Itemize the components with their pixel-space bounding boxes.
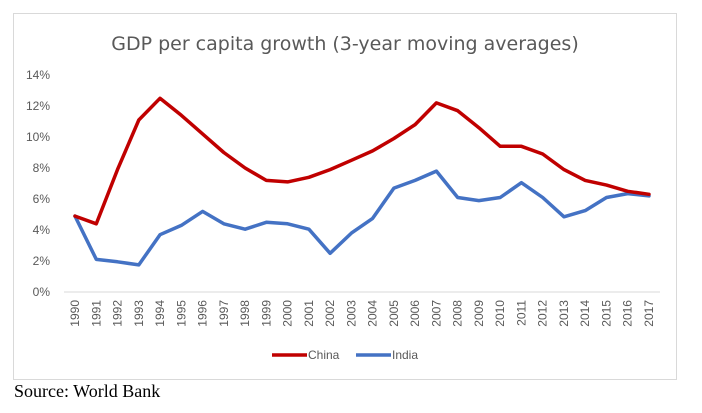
x-tick-label: 2003 [344, 300, 358, 327]
x-tick-label: 1991 [89, 300, 103, 327]
x-tick-label: 2001 [302, 300, 316, 327]
x-tick-label: 2009 [472, 300, 486, 327]
x-tick-label: 2004 [366, 300, 380, 327]
legend-label: China [308, 348, 340, 362]
x-tick-label: 2005 [387, 300, 401, 327]
x-tick-label: 2002 [323, 300, 337, 327]
legend-item-india: India [356, 348, 418, 362]
y-tick-label: 14% [26, 68, 50, 82]
y-tick-label: 4% [33, 223, 51, 237]
y-axis: 0% 2% 4% 6% 8% 10% 12% 14% [26, 68, 50, 299]
x-tick-label: 1990 [68, 300, 82, 327]
x-axis: 1990 1991 1992 1993 1994 1995 1996 1997 1998 1999… [68, 300, 656, 327]
series-line-china [73, 96, 651, 226]
y-tick-label: 0% [33, 285, 51, 299]
y-tick-label: 8% [33, 161, 51, 175]
y-tick-label: 2% [33, 254, 51, 268]
x-tick-label: 2000 [281, 300, 295, 327]
source-note: Source: World Bank [14, 381, 161, 401]
x-tick-label: 2014 [578, 300, 592, 327]
x-tick-label: 2013 [557, 300, 571, 327]
x-tick-label: 1997 [217, 300, 231, 327]
legend-item-china: China [272, 348, 340, 362]
x-tick-label: 1992 [111, 300, 125, 327]
x-tick-label: 2017 [642, 300, 656, 327]
x-tick-label: 2007 [429, 300, 443, 327]
x-tick-label: 1998 [238, 300, 252, 327]
x-tick-label: 1999 [259, 300, 273, 327]
x-tick-label: 1994 [153, 300, 167, 327]
legend-label: India [392, 348, 418, 362]
chart-frame [13, 13, 677, 380]
x-tick-label: 2016 [621, 300, 635, 327]
chart-title: GDP per capita growth (3-year moving ave… [111, 33, 579, 55]
x-tick-label: 2015 [599, 300, 613, 327]
y-tick-label: 10% [26, 130, 50, 144]
x-tick-label: 1996 [196, 300, 210, 327]
x-tick-label: 1995 [174, 300, 188, 327]
y-tick-label: 6% [33, 192, 51, 206]
x-tick-label: 2010 [493, 300, 507, 327]
y-tick-label: 12% [26, 99, 50, 113]
x-tick-label: 2011 [514, 300, 528, 326]
x-tick-label: 2006 [408, 300, 422, 327]
x-tick-label: 2008 [451, 300, 465, 327]
series-group [73, 96, 651, 267]
series-line-india [73, 169, 651, 267]
x-tick-label: 2012 [536, 300, 550, 327]
legend: China India [272, 348, 418, 362]
x-tick-label: 1993 [132, 300, 146, 327]
